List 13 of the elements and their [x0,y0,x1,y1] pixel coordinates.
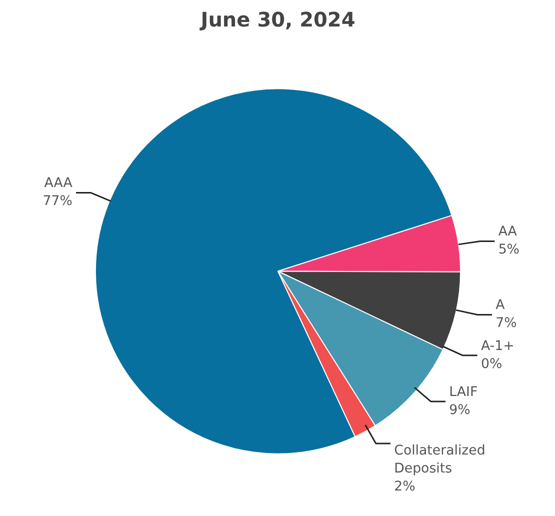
slice-label: Collateralized Deposits [394,444,486,477]
legend-label: A-1+ [480,338,514,354]
slice-label: AA [498,224,517,240]
data-label: 2% [394,480,416,495]
slice-label: LAIF [449,385,478,400]
text: 0% [480,356,502,372]
slice-label: A [496,298,505,314]
slice-label: AAA [44,176,72,192]
data-label: 7% [496,316,517,332]
chart-title: June 30, 2024 [198,8,356,32]
data-label: 5% [498,242,520,258]
data-label: 77% [42,194,72,210]
data-label: 9% [449,403,470,418]
